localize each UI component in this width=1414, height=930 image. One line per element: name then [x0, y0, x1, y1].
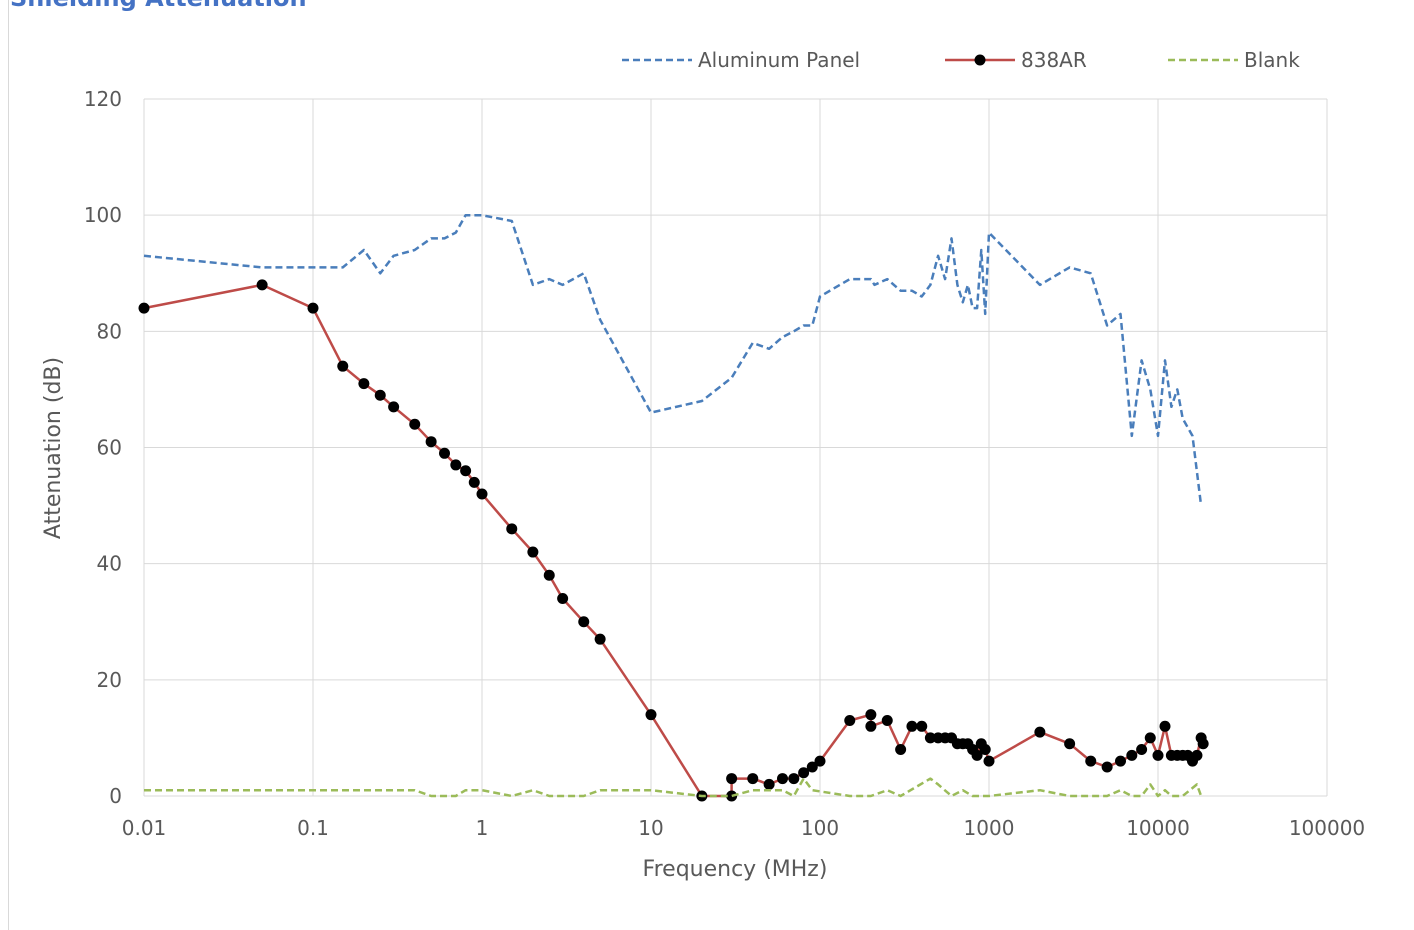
data-point	[578, 616, 590, 628]
data-point	[645, 709, 657, 721]
x-tick-label: 10000	[1126, 816, 1190, 840]
data-point	[906, 720, 918, 732]
data-point	[409, 418, 421, 430]
y-tick-label: 0	[109, 784, 122, 808]
y-tick-label: 60	[97, 436, 122, 460]
y-tick-label: 80	[97, 319, 122, 343]
data-point	[1144, 732, 1156, 744]
data-point	[256, 279, 268, 291]
data-point	[1101, 761, 1113, 773]
x-tick-label: 1000	[964, 816, 1015, 840]
data-point	[388, 401, 400, 413]
data-point	[726, 790, 738, 802]
x-tick-label: 100	[801, 816, 839, 840]
x-tick-label: 1	[476, 816, 489, 840]
data-point	[979, 744, 991, 756]
data-point	[798, 767, 810, 779]
chart-title: Shielding Attenuation	[10, 0, 307, 12]
data-point	[788, 773, 800, 785]
y-tick-label: 40	[97, 552, 122, 576]
data-point	[425, 436, 437, 448]
data-point	[1034, 726, 1046, 738]
data-point	[806, 761, 818, 773]
legend-marker	[974, 54, 986, 66]
data-point	[895, 744, 907, 756]
data-point	[138, 302, 150, 314]
data-point	[865, 709, 877, 721]
data-point	[1064, 738, 1076, 750]
data-point	[506, 523, 518, 535]
data-point	[358, 378, 370, 390]
x-tick-label: 0.1	[297, 816, 329, 840]
data-point	[1152, 749, 1164, 761]
data-point	[726, 773, 738, 785]
x-tick-label: 100000	[1289, 816, 1365, 840]
data-point	[594, 633, 606, 645]
data-point	[916, 720, 928, 732]
data-point	[439, 447, 451, 459]
series-line	[143, 213, 1203, 506]
data-point	[983, 755, 995, 767]
chart-frame	[8, 0, 1414, 930]
data-point	[468, 476, 480, 488]
data-point	[971, 749, 983, 761]
data-point	[374, 389, 386, 401]
data-point	[307, 302, 319, 314]
x-axis-label: Frequency (MHz)	[643, 857, 828, 882]
data-point	[450, 459, 462, 471]
x-tick-label: 0.01	[122, 816, 167, 840]
data-point	[763, 778, 775, 790]
data-point	[476, 488, 488, 500]
data-point	[844, 714, 856, 726]
data-point	[1197, 738, 1209, 750]
data-point	[747, 773, 759, 785]
data-point	[881, 714, 893, 726]
legend-label: Blank	[1244, 48, 1300, 72]
data-point	[814, 755, 826, 767]
legend-label: Aluminum Panel	[698, 48, 860, 72]
data-point	[527, 546, 539, 558]
data-point	[865, 720, 877, 732]
data-point	[777, 773, 789, 785]
y-tick-label: 20	[97, 668, 122, 692]
y-tick-label: 120	[84, 87, 122, 111]
data-point	[1115, 755, 1127, 767]
data-point	[460, 465, 472, 477]
data-point	[1136, 744, 1148, 756]
data-point	[924, 732, 936, 744]
legend-label: 838AR	[1021, 48, 1087, 72]
data-point	[1085, 755, 1097, 767]
data-point	[337, 360, 349, 372]
data-point	[1159, 720, 1171, 732]
y-axis-label: Attenuation (dB)	[41, 357, 66, 539]
x-tick-label: 10	[638, 816, 663, 840]
data-point	[543, 569, 555, 581]
data-point	[557, 593, 569, 605]
data-point	[1126, 749, 1138, 761]
data-point	[1191, 749, 1203, 761]
series-line	[144, 777, 1203, 798]
y-tick-label: 100	[84, 203, 122, 227]
